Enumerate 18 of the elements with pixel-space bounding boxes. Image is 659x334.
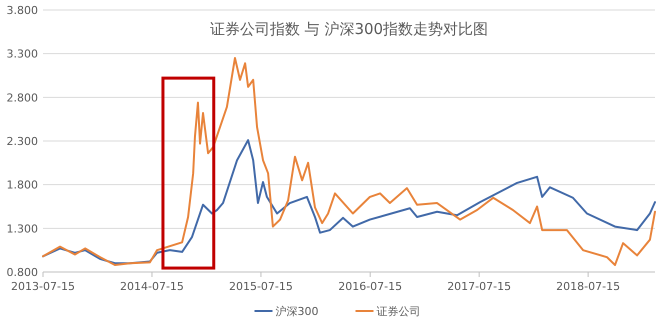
y-tick-label: 3.300 xyxy=(6,48,38,61)
legend-label: 证券公司 xyxy=(376,305,420,318)
line-series xyxy=(42,139,656,264)
y-tick-label: 3.800 xyxy=(6,4,38,17)
y-tick-label: 1.300 xyxy=(6,222,38,236)
x-tick-label: 2014-07-15 xyxy=(120,280,184,293)
x-tick-label: 2018-07-15 xyxy=(556,280,620,293)
x-tick-label: 2017-07-15 xyxy=(447,280,512,293)
line-series xyxy=(42,57,656,266)
y-tick-label: 2.800 xyxy=(6,91,38,104)
text: 证券公司指数 与 沪深300指数走势对比图 xyxy=(210,20,488,38)
y-tick-label: 1.800 xyxy=(6,178,38,192)
x-tick-label: 2016-07-15 xyxy=(338,280,402,293)
y-tick-label: 0.800 xyxy=(6,266,38,279)
x-tick-label: 2015-07-15 xyxy=(228,280,293,293)
x-tick-label: 2013-07-15 xyxy=(11,280,75,293)
y-tick-label: 2.300 xyxy=(6,135,38,148)
legend-label: 沪深300 xyxy=(276,305,318,318)
